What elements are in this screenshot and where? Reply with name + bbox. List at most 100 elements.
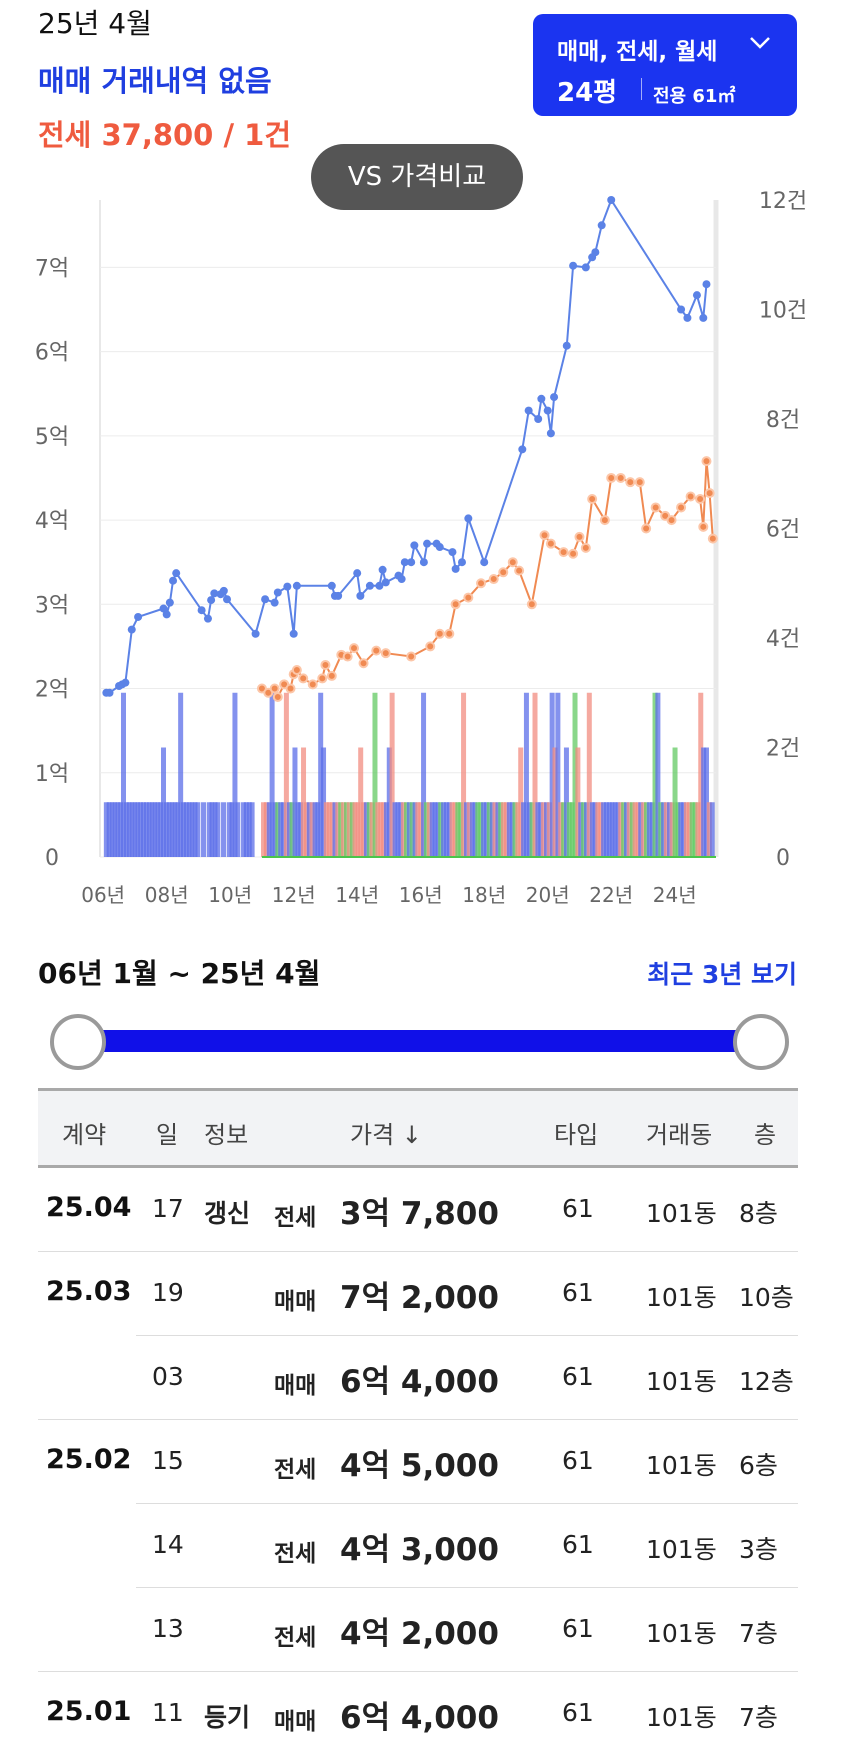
unit-type: 61 — [562, 1194, 594, 1223]
volume-bar-sale — [649, 802, 655, 857]
pyeong-label: 24평 — [557, 78, 618, 108]
deal-kind: 매매 — [274, 1373, 317, 1399]
deal-price: 3억 7,800 — [340, 1196, 499, 1232]
volume-bar-sale — [221, 802, 227, 857]
price-compare-button[interactable]: VS 가격비교 — [311, 144, 523, 210]
volume-bar-jeonse — [389, 692, 395, 857]
volume-bar-jeonse — [541, 802, 547, 857]
header-price-sort[interactable]: 가격 ↓ — [350, 1121, 422, 1149]
volume-bar-sale — [195, 802, 201, 857]
deal-price: 6억 4,000 — [340, 1700, 499, 1736]
sale-price-point — [607, 196, 616, 204]
jeonse-price-point — [488, 574, 499, 585]
volume-bar-sale — [443, 802, 449, 857]
volume-bar-wolse — [629, 802, 635, 857]
deal-kind: 매매 — [274, 1709, 317, 1735]
volume-bar-wolse — [275, 802, 281, 857]
volume-bar-sale — [286, 802, 292, 857]
volume-bar-sale — [509, 802, 515, 857]
jeonse-price-point — [269, 683, 280, 694]
volume-bar-wolse — [423, 802, 429, 857]
volume-bar-sale — [578, 802, 584, 857]
sale-price-point — [261, 595, 270, 604]
header-contract[interactable]: 계약 — [62, 1121, 107, 1149]
table-row[interactable]: 25.03 19 매매 7억 2,000 61 101동 10층 — [38, 1252, 798, 1336]
volume-bar-sale — [321, 747, 327, 857]
recent-3-years-link[interactable]: 최근 3년 보기 — [647, 960, 797, 989]
floor: 8층 — [739, 1199, 778, 1228]
selected-month: 25년 4월 — [38, 7, 152, 40]
table-row[interactable]: 13 전세 4억 2,000 61 101동 7층 — [38, 1588, 798, 1672]
unit-type: 61 — [562, 1614, 594, 1643]
sale-price-point — [270, 598, 279, 607]
volume-bar-jeonse — [641, 802, 647, 857]
volume-bar-sale — [666, 802, 672, 857]
jeonse-price-point — [272, 691, 283, 702]
header-type: 타입 — [554, 1121, 599, 1149]
volume-bar-sale — [392, 802, 398, 857]
jeonse-price-point — [326, 670, 337, 681]
jeonse-price-point — [307, 679, 318, 690]
volume-bar-sale — [681, 802, 687, 857]
volume-bar-wolse — [289, 802, 295, 857]
volume-bar-wolse — [529, 802, 535, 857]
sale-price-point — [169, 576, 178, 585]
volume-bar-sale — [483, 802, 489, 857]
volume-bar-sale — [215, 802, 221, 857]
jeonse-price-point — [371, 645, 382, 656]
volume-bar-jeonse — [558, 802, 564, 857]
price-chart[interactable]: 0 1억 2억 3억 4억 5억 6억 7억 0 2건 4건 6건 8건 10건 12건 06년 08년 10년 1… — [0, 190, 855, 910]
unit-type: 61 — [562, 1362, 594, 1391]
x-axis-tick-label: 12년 — [272, 883, 316, 907]
table-row[interactable]: 25.01 11 등기 매매 6억 4,000 61 101동 7층 — [38, 1672, 798, 1750]
right-axis-tick-label: 8건 — [766, 408, 800, 433]
deal-type-selector[interactable]: 매매, 전세, 월세 24평 전용 61㎡ — [533, 14, 797, 116]
left-axis-tick-label: 6억 — [35, 341, 69, 366]
deal-price: 4억 3,000 — [340, 1532, 499, 1568]
volume-bar-sale — [395, 802, 401, 857]
unit-type: 61 — [562, 1530, 594, 1559]
volume-bar-sale — [118, 802, 124, 857]
volume-bar-sale — [421, 692, 427, 857]
volume-bar-jeonse — [452, 802, 458, 857]
table-row[interactable]: 14 전세 4억 3,000 61 101동 3층 — [38, 1504, 798, 1588]
volume-bar-jeonse — [626, 802, 632, 857]
volume-bar-jeonse — [449, 802, 455, 857]
volume-bar-sale — [189, 802, 195, 857]
volume-bar-jeonse — [698, 692, 704, 857]
range-slider-track[interactable] — [78, 1030, 762, 1052]
sale-price-point — [457, 558, 466, 567]
deal-price: 6억 4,000 — [340, 1364, 499, 1400]
volume-bar-jeonse — [515, 802, 521, 857]
table-row[interactable]: 25.04 17 갱신 전세 3억 7,800 61 101동 8층 — [38, 1168, 798, 1252]
contract-day: 13 — [152, 1614, 184, 1643]
volume-bar-sale — [535, 802, 541, 857]
volume-bar-sale — [269, 692, 275, 857]
volume-bar-sale — [463, 802, 469, 857]
volume-bar-sale — [386, 747, 392, 857]
volume-bar-jeonse — [492, 802, 498, 857]
left-axis-tick-label: 4억 — [35, 509, 69, 534]
volume-bar-sale — [306, 802, 312, 857]
sale-price-point — [569, 261, 578, 270]
jeonse-price-point — [317, 673, 328, 684]
contract-day: 17 — [152, 1194, 184, 1223]
header-day: 일 — [156, 1121, 179, 1149]
volume-bar-wolse — [672, 747, 678, 857]
sale-price-point — [356, 591, 365, 600]
volume-bar-jeonse — [595, 802, 601, 857]
volume-bar-sale — [469, 802, 475, 857]
row-divider — [136, 1335, 798, 1336]
jeonse-price-point — [406, 651, 417, 662]
table-row[interactable]: 25.02 15 전세 4억 5,000 61 101동 6층 — [38, 1420, 798, 1504]
volume-bar-sale — [138, 802, 144, 857]
sale-price-point — [518, 445, 527, 454]
range-slider-start-handle[interactable] — [50, 1014, 106, 1070]
volume-bar-sale — [186, 802, 192, 857]
floor: 7층 — [739, 1619, 778, 1648]
table-row[interactable]: 03 매매 6억 4,000 61 101동 12층 — [38, 1336, 798, 1420]
range-slider-end-handle[interactable] — [733, 1014, 789, 1070]
volume-bar-wolse — [409, 802, 415, 857]
jeonse-price-point — [450, 599, 461, 610]
contract-day: 11 — [152, 1698, 184, 1727]
